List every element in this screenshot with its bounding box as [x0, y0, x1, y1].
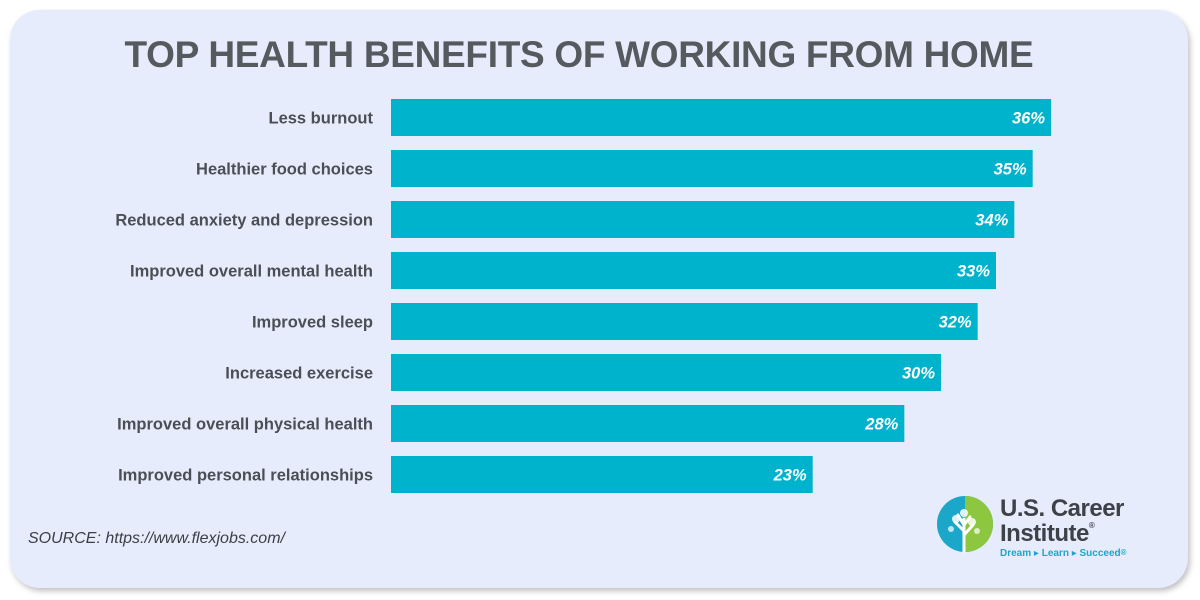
bar [391, 303, 978, 340]
tree-icon [937, 496, 993, 553]
value-label: 30% [902, 365, 935, 383]
category-label: Improved sleep [252, 314, 373, 332]
us-career-institute-logo [937, 496, 993, 553]
logo-tagline-text: Dream ▸ Learn ▸ Succeed [1000, 548, 1121, 559]
value-label: 34% [975, 212, 1008, 230]
category-label: Reduced anxiety and depression [115, 212, 373, 230]
category-label: Improved personal relationships [118, 467, 373, 485]
logo-tagline-mark: ® [1120, 548, 1127, 557]
logo-line1: U.S. Career [1000, 495, 1124, 522]
bar [391, 354, 941, 391]
category-label: Improved overall physical health [117, 416, 373, 434]
category-label: Increased exercise [225, 365, 373, 383]
category-label: Healthier food choices [196, 161, 373, 179]
logo-line2: Institute® [1000, 522, 1127, 546]
value-label: 28% [864, 416, 898, 434]
bar [391, 405, 905, 442]
logo-line2-text: Institute [1000, 520, 1089, 547]
logo-tagline: Dream ▸ Learn ▸ Succeed® [1000, 549, 1127, 559]
logo-wordmark: U.S. Career Institute® Dream ▸ Learn ▸ S… [1000, 497, 1127, 559]
value-label: 23% [773, 467, 807, 485]
chart-title: TOP HEALTH BENEFITS OF WORKING FROM HOME [124, 34, 1034, 75]
bar [391, 201, 1015, 238]
source-note: SOURCE: https://www.flexjobs.com/ [28, 530, 285, 547]
bar [391, 252, 996, 289]
value-label: 32% [939, 314, 972, 332]
logo-registered-mark: ® [1088, 521, 1095, 530]
category-label: Less burnout [268, 110, 373, 128]
bar [391, 456, 813, 493]
value-label: 36% [1012, 110, 1045, 128]
category-label: Improved overall mental health [130, 263, 373, 281]
bar [391, 150, 1033, 187]
value-label: 35% [994, 161, 1027, 179]
value-label: 33% [957, 263, 990, 281]
bar [391, 99, 1051, 136]
